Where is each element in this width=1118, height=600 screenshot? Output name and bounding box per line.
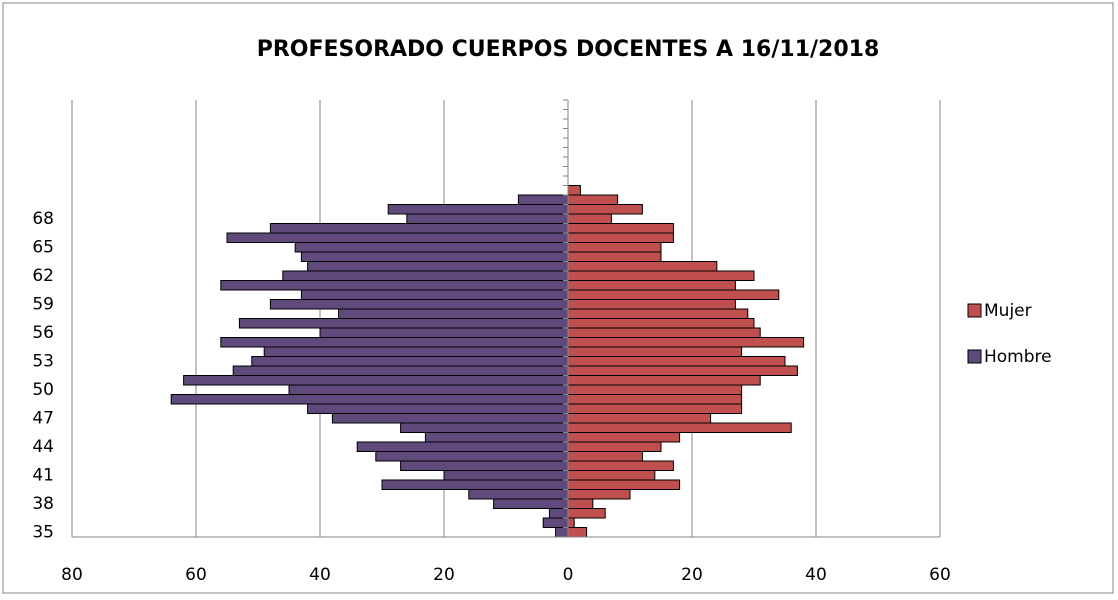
bar — [493, 498, 569, 509]
bar — [567, 270, 755, 281]
bar — [567, 299, 736, 310]
y-tick-label: 59 — [32, 294, 54, 314]
bar — [226, 232, 569, 243]
legend-label: Hombre — [984, 347, 1052, 367]
legend-swatch — [967, 349, 982, 364]
bar — [567, 327, 761, 338]
x-tick-label: 20 — [681, 565, 703, 585]
bar — [567, 242, 662, 253]
bar — [548, 508, 569, 519]
bar — [567, 451, 643, 462]
bar — [567, 185, 581, 196]
bar — [375, 451, 569, 462]
y-tick-label: 35 — [32, 522, 54, 542]
bar — [263, 346, 569, 357]
bar — [567, 194, 619, 205]
bar — [356, 441, 569, 452]
bar — [567, 356, 786, 367]
bar — [220, 280, 569, 291]
bar — [567, 403, 743, 414]
y-tick-label: 53 — [32, 351, 54, 371]
bar — [567, 460, 674, 471]
legend-swatch — [967, 303, 982, 318]
bar — [443, 470, 569, 481]
x-tick-label: 40 — [805, 565, 827, 585]
bar — [468, 489, 569, 500]
y-tick-label: 44 — [32, 437, 54, 457]
bar — [300, 251, 569, 262]
bar — [567, 318, 755, 329]
bar — [307, 261, 569, 272]
bar — [567, 479, 681, 490]
bar — [424, 432, 569, 443]
bar — [567, 489, 631, 500]
bar — [567, 517, 575, 528]
y-tick-label: 56 — [32, 323, 54, 343]
bar — [567, 337, 805, 348]
y-tick-label: 65 — [32, 237, 54, 257]
bar — [567, 204, 643, 215]
x-tick-label: 40 — [309, 565, 331, 585]
bar — [567, 223, 674, 234]
bar — [555, 527, 569, 538]
x-tick-label: 80 — [61, 565, 83, 585]
bar — [567, 422, 792, 433]
bar — [387, 204, 569, 215]
y-tick-label: 38 — [32, 494, 54, 514]
bar — [331, 413, 569, 424]
bar — [567, 527, 588, 538]
bar — [567, 375, 761, 386]
bar — [567, 251, 662, 262]
legend-label: Mujer — [984, 301, 1032, 321]
bar — [567, 498, 594, 509]
bar — [381, 479, 569, 490]
bar — [542, 517, 569, 528]
bar — [269, 223, 569, 234]
x-tick-label: 0 — [563, 565, 574, 585]
bar — [567, 432, 681, 443]
bar — [183, 375, 569, 386]
bar — [567, 384, 743, 395]
bar — [567, 232, 674, 243]
bar — [400, 422, 569, 433]
bar — [567, 441, 662, 452]
bar — [567, 280, 736, 291]
x-tick-label: 60 — [185, 565, 207, 585]
bar — [567, 508, 606, 519]
chart-title: PROFESORADO CUERPOS DOCENTES A 16/11/201… — [257, 37, 880, 62]
bar — [170, 394, 569, 405]
bar — [269, 299, 569, 310]
bar — [319, 327, 569, 338]
bar — [517, 194, 569, 205]
y-tick-label: 47 — [32, 408, 54, 428]
bar — [567, 213, 612, 224]
y-tick-label: 50 — [32, 380, 54, 400]
y-tick-label: 62 — [32, 266, 54, 286]
y-tick-label: 41 — [32, 465, 54, 485]
x-tick-label: 20 — [433, 565, 455, 585]
bar — [338, 308, 569, 319]
bar — [282, 270, 569, 281]
bar — [567, 394, 743, 405]
bar — [238, 318, 569, 329]
bar — [406, 213, 569, 224]
bar — [567, 365, 798, 376]
bar — [220, 337, 569, 348]
bar — [288, 384, 569, 395]
bar — [300, 289, 569, 300]
x-tick-label: 60 — [929, 565, 951, 585]
bar — [400, 460, 569, 471]
bar — [567, 470, 656, 481]
y-tick-label: 68 — [32, 209, 54, 229]
bar — [567, 308, 749, 319]
bar — [232, 365, 569, 376]
bar — [567, 346, 743, 357]
bar — [567, 413, 712, 424]
bar — [567, 289, 780, 300]
bar — [567, 261, 718, 272]
bar — [307, 403, 569, 414]
bar — [294, 242, 569, 253]
bar — [251, 356, 569, 367]
